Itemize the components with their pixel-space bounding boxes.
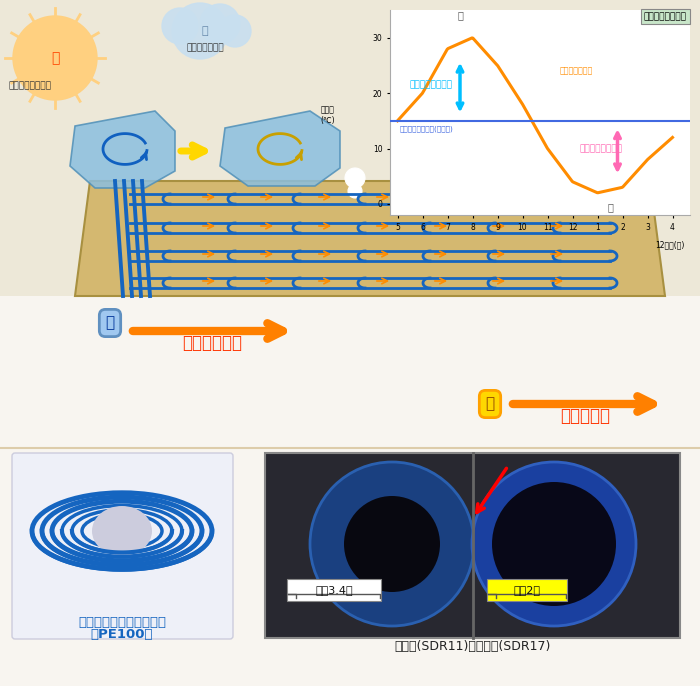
Circle shape <box>219 15 251 47</box>
Text: 一般品(SDR11)　本製品(SDR17): 一般品(SDR11) 本製品(SDR17) <box>395 639 551 652</box>
FancyBboxPatch shape <box>265 453 680 638</box>
FancyBboxPatch shape <box>287 579 381 601</box>
Circle shape <box>310 462 474 626</box>
Text: 地中から採熱: 地中から採熱 <box>182 334 242 352</box>
Text: 冬: 冬 <box>202 26 209 36</box>
Ellipse shape <box>92 506 152 556</box>
Text: 地中温度イメージ(年平均): 地中温度イメージ(年平均) <box>400 126 454 132</box>
Text: 冷熱源として活用: 冷熱源として活用 <box>410 80 453 90</box>
Circle shape <box>348 184 362 198</box>
Circle shape <box>162 8 198 44</box>
Text: 12ヶ月(月): 12ヶ月(月) <box>656 240 685 249</box>
FancyBboxPatch shape <box>0 0 700 296</box>
Text: 夏: 夏 <box>51 51 60 65</box>
Circle shape <box>172 3 228 59</box>
Text: 室内を暖めます: 室内を暖めます <box>186 43 224 53</box>
Text: 温熱源として活用: 温熱源として活用 <box>580 144 623 153</box>
Text: （PE100）: （PE100） <box>91 628 153 641</box>
Circle shape <box>472 462 636 626</box>
Circle shape <box>344 496 440 592</box>
Text: 地中温度イメージ: 地中温度イメージ <box>644 12 687 21</box>
Circle shape <box>345 168 365 188</box>
Text: 冬: 冬 <box>607 202 613 213</box>
Text: 肉厚2㎜: 肉厚2㎜ <box>514 585 540 595</box>
Text: 夏: 夏 <box>457 10 463 21</box>
Text: 冬: 冬 <box>106 316 115 331</box>
Circle shape <box>492 482 616 606</box>
Polygon shape <box>70 111 175 188</box>
Text: 室内を冷やします: 室内を冷やします <box>8 82 52 91</box>
FancyBboxPatch shape <box>0 296 700 686</box>
Text: 高密度ポリエチレン樹脂: 高密度ポリエチレン樹脂 <box>78 617 166 630</box>
Text: 肉厚3.4㎜: 肉厚3.4㎜ <box>315 585 353 595</box>
Text: 外気温イメージ: 外気温イメージ <box>560 67 594 75</box>
Text: 夏: 夏 <box>485 397 495 412</box>
Text: 外気温
(℃): 外気温 (℃) <box>320 106 335 125</box>
Polygon shape <box>220 111 340 186</box>
Circle shape <box>200 4 240 44</box>
Circle shape <box>13 16 97 100</box>
FancyBboxPatch shape <box>487 579 567 601</box>
Text: 地中へ放熱: 地中へ放熱 <box>560 407 610 425</box>
FancyBboxPatch shape <box>12 453 233 639</box>
Polygon shape <box>75 181 665 296</box>
